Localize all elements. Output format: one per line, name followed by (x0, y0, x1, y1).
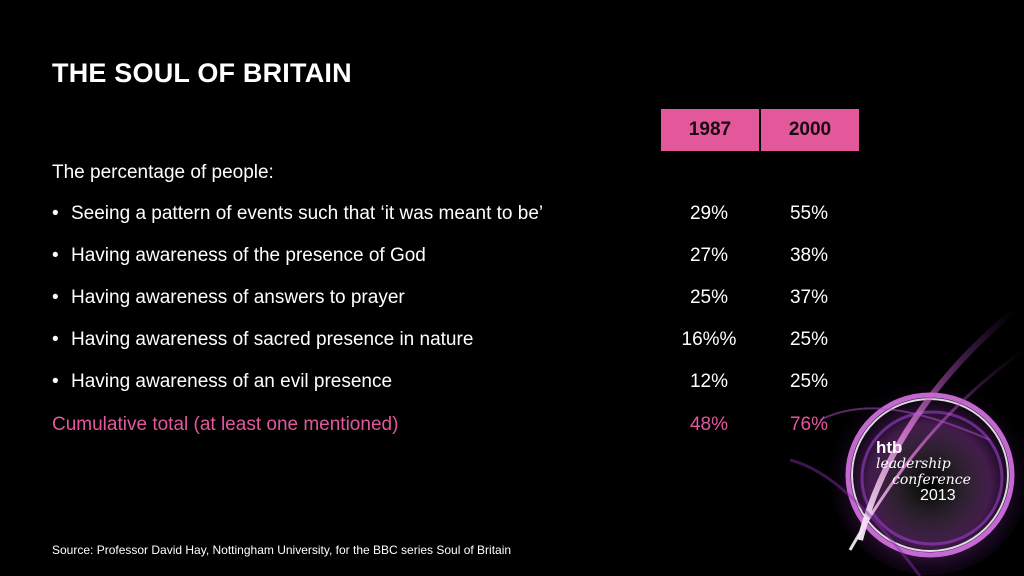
value-2000: 55% (789, 203, 829, 224)
value-1987: 25% (689, 287, 729, 308)
table-row: • Having awareness of the presence of Go… (52, 245, 872, 273)
bullet-icon: • (52, 329, 59, 350)
table-row: • Having awareness of sacred presence in… (52, 329, 872, 357)
value-1987: 27% (689, 245, 729, 266)
row-label: Seeing a pattern of events such that ‘it… (71, 203, 544, 224)
total-label: Cumulative total (at least one mentioned… (52, 414, 399, 435)
bullet-icon: • (52, 203, 59, 224)
value-1987: 12% (689, 371, 729, 392)
column-header-2000: 2000 (761, 109, 859, 151)
row-label: Having awareness of answers to prayer (71, 287, 405, 308)
total-value-2000: 76% (789, 414, 829, 435)
total-row: Cumulative total (at least one mentioned… (52, 414, 872, 442)
value-2000: 37% (789, 287, 829, 308)
logo-line-leadership: leadership (876, 456, 951, 472)
logo-line-year: 2013 (920, 487, 956, 504)
conference-logo-text: htb leadership conference 2013 (876, 438, 971, 504)
row-label: Having awareness of the presence of God (71, 245, 426, 266)
bullet-icon: • (52, 371, 59, 392)
bullet-icon: • (52, 287, 59, 308)
row-label: Having awareness of sacred presence in n… (71, 329, 474, 350)
conference-swirl-graphic (790, 310, 1024, 576)
table-row: • Having awareness of an evil presence 1… (52, 371, 872, 399)
logo-line-htb: htb (876, 438, 903, 457)
value-2000: 38% (789, 245, 829, 266)
row-label: Having awareness of an evil presence (71, 371, 393, 392)
table-row: • Seeing a pattern of events such that ‘… (52, 203, 872, 231)
total-value-1987: 48% (689, 414, 729, 435)
intro-text: The percentage of people: (52, 162, 274, 183)
table-row: • Having awareness of answers to prayer … (52, 287, 872, 315)
bullet-icon: • (52, 245, 59, 266)
source-note: Source: Professor David Hay, Nottingham … (52, 543, 512, 557)
value-2000: 25% (789, 329, 829, 350)
value-1987: 29% (689, 203, 729, 224)
value-1987: 16%% (681, 329, 737, 350)
column-header-1987: 1987 (661, 109, 759, 151)
logo-line-conference: conference (892, 472, 971, 488)
value-2000: 25% (789, 371, 829, 392)
slide-title: THE SOUL OF BRITAIN (52, 58, 352, 88)
